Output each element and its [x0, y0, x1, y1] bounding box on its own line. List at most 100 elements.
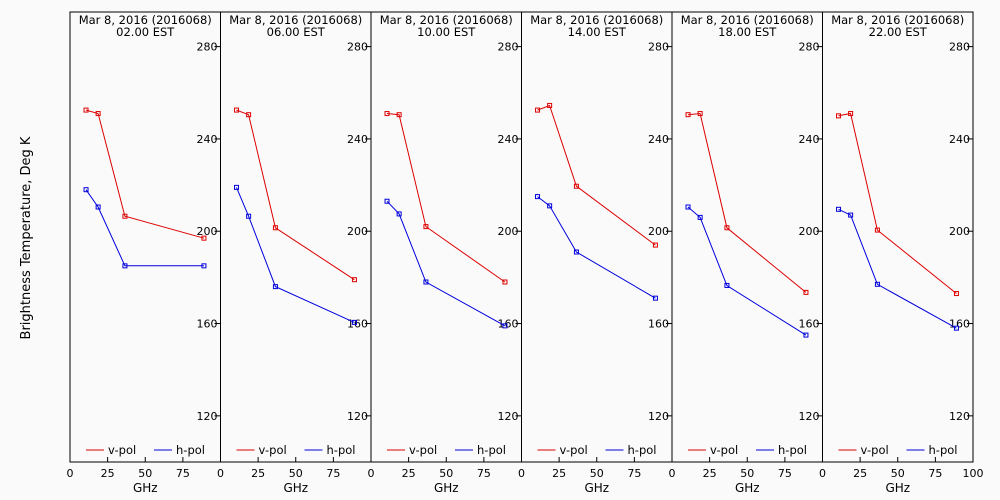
x-axis-label: GHz: [885, 481, 910, 495]
y-tick-label: 200: [949, 225, 970, 238]
y-tick-label: 280: [949, 41, 970, 54]
x-tick-label: 100: [963, 467, 984, 480]
panel-title: Mar 8, 2016 (2016068): [530, 13, 663, 27]
v-pol-point: [201, 235, 207, 241]
panel-title: Mar 8, 2016 (2016068): [380, 13, 513, 27]
x-tick-label: 50: [439, 467, 453, 480]
y-tick-label: 200: [347, 225, 368, 238]
x-tick-label: 25: [552, 467, 566, 480]
y-tick-label: 240: [197, 133, 218, 146]
h-pol-point: [396, 211, 402, 217]
x-axis-label: GHz: [735, 481, 760, 495]
v-pol-legend-label: v-pol: [861, 443, 889, 457]
x-tick-label: 75: [477, 467, 491, 480]
v-pol-point: [874, 227, 880, 233]
x-tick-label: 0: [819, 467, 826, 480]
x-tick-label: 25: [402, 467, 416, 480]
y-tick-label: 200: [799, 225, 820, 238]
x-axis-label: GHz: [434, 481, 459, 495]
h-pol-point: [272, 284, 278, 290]
v-pol-point: [384, 111, 390, 117]
v-pol-point: [83, 107, 89, 113]
h-pol-point: [122, 263, 128, 269]
x-axis-label: GHz: [133, 481, 158, 495]
h-pol-point: [547, 203, 553, 209]
x-tick-label: 25: [251, 467, 265, 480]
h-pol-legend-label: h-pol: [929, 443, 958, 457]
x-tick-label: 0: [67, 467, 74, 480]
v-pol-line: [386, 113, 506, 283]
h-pol-point: [724, 282, 730, 288]
h-pol-point: [423, 279, 429, 285]
h-pol-point: [848, 212, 854, 218]
v-pol-line: [236, 109, 355, 281]
v-pol-point: [953, 291, 959, 297]
v-pol-line: [537, 104, 656, 246]
v-pol-point: [396, 112, 402, 118]
y-tick-label: 280: [799, 41, 820, 54]
panel-time: 22.00 EST: [869, 25, 928, 39]
v-pol-point: [803, 289, 809, 295]
panel-2: Mar 8, 2016 (2016068)06.00 EST 120 160 200 2…: [217, 11, 372, 495]
h-pol-legend-label: h-pol: [778, 443, 807, 457]
x-tick-label: 75: [928, 467, 942, 480]
x-tick-label: 50: [891, 467, 905, 480]
v-pol-point: [423, 224, 429, 230]
y-tick-label: 160: [498, 318, 519, 331]
h-pol-line: [386, 200, 506, 327]
x-tick-label: 50: [289, 467, 303, 480]
panel-title: Mar 8, 2016 (2016068): [229, 13, 362, 27]
v-pol-point: [724, 225, 730, 231]
v-pol-point: [246, 112, 252, 118]
v-pol-legend-label: v-pol: [710, 443, 738, 457]
v-pol-point: [502, 279, 508, 285]
h-pol-point: [573, 249, 579, 255]
panel-1: Mar 8, 2016 (2016068)02.00 EST 120 160 200 2…: [67, 11, 221, 495]
y-tick-label: 240: [498, 133, 519, 146]
v-pol-point: [848, 111, 854, 117]
panel-4: Mar 8, 2016 (2016068)14.00 EST 120 160 200 2…: [518, 11, 673, 495]
h-pol-point: [953, 325, 959, 331]
x-tick-label: 50: [740, 467, 754, 480]
y-tick-label: 280: [347, 41, 368, 54]
v-pol-point: [547, 102, 553, 108]
y-tick-label: 240: [949, 133, 970, 146]
v-pol-point: [122, 213, 128, 219]
h-pol-line: [85, 189, 204, 267]
y-tick-label: 160: [799, 318, 820, 331]
x-tick-label: 25: [703, 467, 717, 480]
panel-title: Mar 8, 2016 (2016068): [831, 13, 964, 27]
h-pol-legend-label: h-pol: [477, 443, 506, 457]
panel-time: 14.00 EST: [568, 25, 627, 39]
x-tick-label: 75: [176, 467, 190, 480]
panel-time: 18.00 EST: [718, 25, 777, 39]
panel-time: 02.00 EST: [116, 25, 175, 39]
v-pol-point: [95, 111, 101, 117]
h-pol-point: [384, 198, 390, 204]
h-pol-point: [502, 323, 508, 329]
v-pol-point: [535, 107, 541, 113]
panel-title: Mar 8, 2016 (2016068): [681, 13, 814, 27]
x-axis-label: GHz: [584, 481, 609, 495]
x-tick-label: 75: [326, 467, 340, 480]
h-pol-point: [652, 295, 658, 301]
v-pol-point: [697, 111, 703, 117]
x-tick-label: 50: [138, 467, 152, 480]
h-pol-point: [874, 281, 880, 287]
x-tick-label: 50: [590, 467, 604, 480]
v-pol-point: [573, 183, 579, 189]
y-tick-label: 240: [648, 133, 669, 146]
y-tick-label: 120: [347, 410, 368, 423]
h-pol-line: [236, 187, 355, 323]
y-tick-label: 160: [197, 318, 218, 331]
x-tick-label: 75: [778, 467, 792, 480]
v-pol-point: [652, 242, 658, 248]
h-pol-line: [687, 206, 807, 336]
x-tick-label: 0: [217, 467, 224, 480]
v-pol-point: [685, 112, 691, 118]
y-tick-label: 160: [648, 318, 669, 331]
v-pol-point: [351, 277, 357, 283]
y-tick-label: 200: [498, 225, 519, 238]
panel-6: Mar 8, 2016 (2016068)22.00 EST 120 160 200 2…: [819, 11, 984, 495]
y-tick-label: 240: [347, 133, 368, 146]
